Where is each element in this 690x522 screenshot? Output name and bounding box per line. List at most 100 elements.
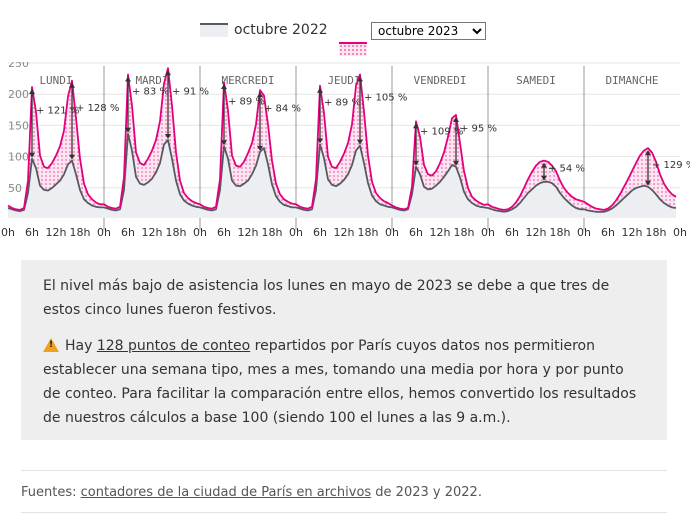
delta-arrow-head-up — [29, 88, 35, 94]
delta-annotation: + 54 % — [548, 164, 585, 175]
sources-suffix: de 2023 y 2022. — [371, 485, 482, 500]
x-tick-label: 18h — [70, 226, 91, 239]
delta-arrow-head-up — [165, 70, 171, 76]
delta-annotation: + 109 % — [420, 127, 463, 138]
x-tick-label: 0h — [577, 226, 591, 239]
delta-annotation: + 83 % — [132, 87, 169, 98]
delta-arrow-head-down — [29, 152, 35, 158]
delta-arrow-head-up — [453, 117, 459, 123]
delta-arrow-head-up — [317, 87, 323, 93]
x-tick-label: 0h — [673, 226, 687, 239]
delta-annotation: + 105 % — [364, 93, 407, 104]
x-tick-label: 6h — [217, 226, 231, 239]
note-paragraph-1: El nivel más bajo de asistencia los lune… — [43, 278, 610, 318]
day-label: DIMANCHE — [606, 74, 659, 87]
area-2022 — [8, 133, 676, 218]
y-tick-label: 150 — [8, 119, 29, 132]
legend-item-2022: octubre 2022 — [200, 22, 328, 38]
delta-arrow-head-up — [257, 92, 263, 98]
x-tick-label: 18h — [262, 226, 283, 239]
day-label: LUNDI — [39, 74, 72, 87]
divider-top — [21, 470, 667, 471]
counting-points-link[interactable]: 128 puntos de conteo — [96, 338, 251, 354]
x-tick-label: 0h — [289, 226, 303, 239]
warning-icon — [43, 338, 59, 352]
x-tick-label: 18h — [454, 226, 475, 239]
legend-label-2022: octubre 2022 — [234, 22, 328, 38]
delta-arrow-head-down — [453, 160, 459, 166]
x-tick-label: 6h — [409, 226, 423, 239]
delta-arrow-head-down — [541, 175, 547, 181]
x-tick-label: 6h — [601, 226, 615, 239]
y-tick-label: 200 — [8, 88, 29, 101]
x-tick-label: 12h — [238, 226, 259, 239]
delta-annotation: + 89 % — [324, 98, 361, 109]
delta-arrow-head-up — [645, 150, 651, 156]
y-tick-label: 250 — [8, 62, 29, 70]
note-p2-before: Hay — [65, 338, 97, 354]
legend-swatch-2023 — [339, 42, 367, 56]
x-tick-label: 0h — [1, 226, 15, 239]
x-tick-label: 6h — [121, 226, 135, 239]
delta-annotation: + 91 % — [172, 87, 209, 98]
delta-arrow-head-up — [125, 76, 131, 82]
delta-arrow-head-down — [221, 140, 227, 146]
x-tick-label: 12h — [622, 226, 643, 239]
x-tick-label: 12h — [430, 226, 451, 239]
y-tick-label: 50 — [8, 182, 22, 195]
attendance-chart: 50 100 150 200 250 LUNDI MARDI MERCREDI JEUDI VEN… — [1, 62, 690, 239]
x-tick-label: 0h — [193, 226, 207, 239]
delta-arrow-head-down — [257, 145, 263, 151]
day-label: SAMEDI — [516, 74, 556, 87]
x-tick-label: 0h — [97, 226, 111, 239]
info-note: El nivel más bajo de asistencia los lune… — [21, 260, 667, 440]
delta-arrow-head-down — [317, 138, 323, 144]
divider-bottom — [21, 512, 667, 513]
sources-link[interactable]: contadores de la ciudad de París en arch… — [80, 485, 372, 500]
delta-arrow-head-up — [357, 76, 363, 82]
delta-arrow-head-up — [541, 162, 547, 168]
series-line-2022 — [7, 132, 677, 213]
delta-annotation: + 129 % — [652, 160, 690, 171]
delta-annotation: + 95 % — [460, 123, 497, 134]
delta-arrow-head-down — [125, 127, 131, 133]
delta-arrow-head-up — [413, 123, 419, 129]
x-tick-label: 12h — [46, 226, 67, 239]
delta-arrow-head-up — [69, 82, 75, 88]
delta-arrow-head-down — [357, 139, 363, 145]
delta-annotation: + 121 % — [36, 105, 79, 116]
day-label: MERCREDI — [222, 74, 275, 87]
day-label: JEUDI — [327, 74, 360, 87]
chart-legend: octubre 2022 — [0, 16, 690, 56]
x-tick-label: 18h — [646, 226, 667, 239]
delta-annotation: + 128 % — [76, 103, 119, 114]
x-tick-label: 12h — [142, 226, 163, 239]
x-tick-label: 18h — [166, 226, 187, 239]
note-paragraph-2: Hay 128 puntos de conteo repartidos por … — [43, 334, 645, 430]
legend-swatch-2022 — [200, 23, 228, 37]
x-tick-label: 18h — [550, 226, 571, 239]
x-tick-label: 0h — [481, 226, 495, 239]
delta-arrow-head-down — [165, 134, 171, 139]
day-label: VENDREDI — [414, 74, 467, 87]
y-tick-label: 100 — [8, 151, 29, 164]
x-tick-label: 0h — [385, 226, 399, 239]
year-select[interactable]: octubre 2023 — [371, 22, 486, 40]
x-tick-label: 6h — [313, 226, 327, 239]
x-tick-label: 12h — [526, 226, 547, 239]
x-tick-label: 6h — [25, 226, 39, 239]
x-tick-label: 12h — [334, 226, 355, 239]
x-tick-label: 6h — [505, 226, 519, 239]
x-tick-label: 18h — [358, 226, 379, 239]
delta-annotation: + 84 % — [264, 103, 301, 114]
note-p2-after: repartidos por París cuyos datos nos per… — [43, 338, 637, 426]
series-line-2023 — [7, 67, 677, 211]
delta-arrow-head-down — [645, 180, 651, 186]
sources-prefix: Fuentes: — [21, 485, 81, 500]
delta-arrow-head-down — [413, 160, 419, 166]
day-label: MARDI — [135, 74, 168, 87]
delta-arrow-head-down — [69, 154, 75, 160]
delta-annotation: + 89 % — [228, 97, 265, 108]
sources-line: Fuentes: contadores de la ciudad de Parí… — [21, 485, 482, 500]
delta-arrow-head-up — [221, 83, 227, 89]
